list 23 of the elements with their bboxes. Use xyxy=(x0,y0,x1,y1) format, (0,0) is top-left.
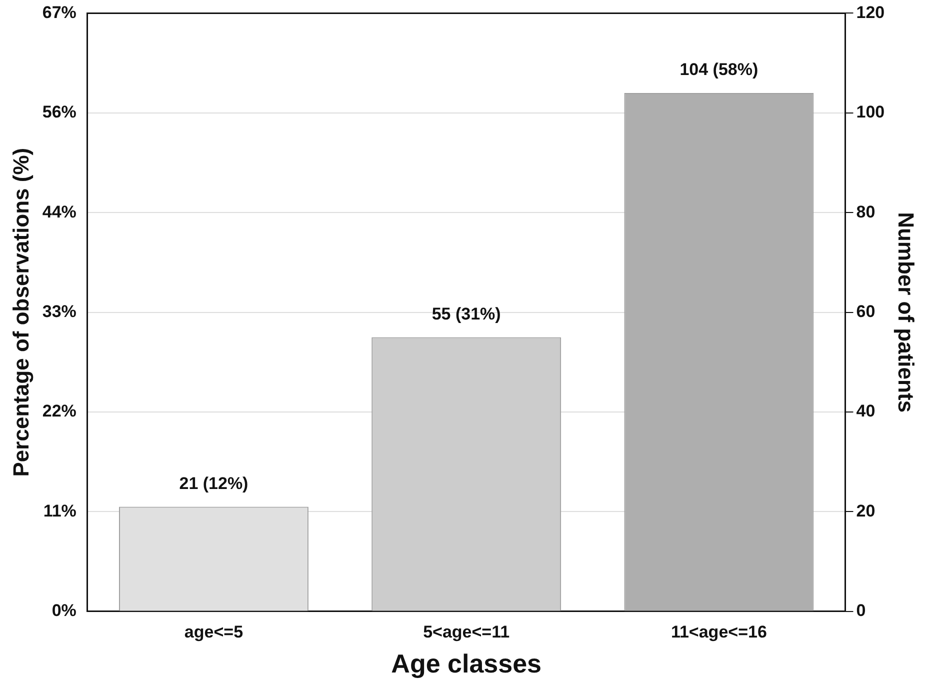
y-tick-label: 33% xyxy=(42,302,76,322)
y2-tick-label: 120 xyxy=(856,2,885,22)
y-tick-label: 67% xyxy=(42,2,76,22)
x-axis-title: Age classes xyxy=(391,648,542,679)
y2-tick-label: 20 xyxy=(856,501,876,520)
y2-tick-label: 40 xyxy=(856,402,876,421)
x-tick-label: age<=5 xyxy=(184,622,244,642)
y-tick-label: 0% xyxy=(52,601,76,620)
data-label: 21 (12%) xyxy=(179,474,248,493)
y-tick-label: 11% xyxy=(43,501,76,520)
data-label: 104 (58%) xyxy=(680,60,758,80)
y2-tick-label: 100 xyxy=(856,102,885,122)
y-tick-label: 22% xyxy=(42,402,76,421)
y-tick-label: 56% xyxy=(42,102,76,122)
x-tick-label: 11<age<=16 xyxy=(670,622,767,642)
y2-tick-label: 0 xyxy=(856,601,866,620)
y-tick-label: 44% xyxy=(42,202,76,222)
data-label: 55 (31%) xyxy=(432,304,501,324)
x-tick-label: 5<age<=11 xyxy=(423,622,510,642)
y-axis-title: Percentage of observations (%) xyxy=(8,148,34,477)
y2-tick-label: 60 xyxy=(856,302,876,321)
y2-tick-label: 80 xyxy=(856,202,876,222)
y2-axis-title: Number of patients xyxy=(894,212,919,413)
